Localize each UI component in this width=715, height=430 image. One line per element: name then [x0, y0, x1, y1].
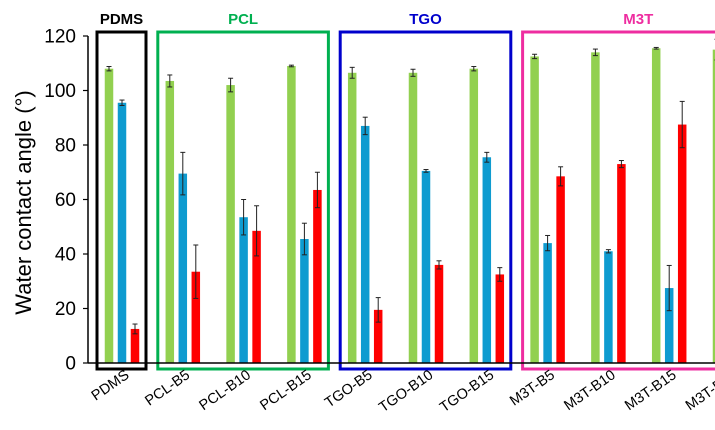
error-bar-s1-tgo-b15: [471, 66, 477, 72]
error-bar-s2-pdms: [119, 99, 125, 106]
x-tick-label: PDMS: [89, 367, 133, 404]
error-bar-s2-tgo-b10: [423, 169, 429, 173]
x-tick-label: PCL-B10: [197, 367, 254, 414]
y-tick-label: 40: [55, 245, 76, 266]
bar-s3-pdms: [130, 328, 140, 363]
bar-s2-tgo-b15: [482, 157, 492, 363]
group-label-pdms: PDMS: [100, 11, 143, 28]
bar-s2-m3t-b15: [664, 288, 674, 363]
x-tick-label: M3T-B20: [683, 367, 715, 414]
bar-s2-tgo-b5: [360, 125, 370, 364]
bar-s3-pcl-b5: [191, 271, 201, 363]
x-tick-label: M3T-B5: [507, 367, 558, 409]
error-bar-s3-pcl-b10: [254, 205, 260, 257]
bar-s2-pcl-b10: [239, 217, 248, 363]
group-box-m3t: [521, 30, 715, 371]
bar-s2-m3t-b5: [543, 243, 552, 363]
x-tick-label: PCL-B15: [257, 367, 314, 414]
y-tick-label: 20: [55, 299, 76, 320]
bar-s2-tgo-b10: [421, 170, 431, 363]
group-box-pcl: [156, 30, 330, 371]
error-bars: [106, 38, 715, 335]
error-bar-s3-m3t-b5: [558, 166, 564, 187]
group-label-pcl: PCL: [228, 11, 258, 28]
bar-s2-pcl-b15: [300, 239, 309, 363]
error-bar-s1-tgo-b5: [349, 66, 355, 79]
bar-s3-pcl-b15: [313, 189, 322, 363]
bar-s1-m3t-b20: [712, 49, 715, 364]
error-bar-s2-m3t-b10: [605, 249, 611, 254]
x-tick-label: M3T-B10: [561, 367, 618, 414]
bars: [104, 48, 715, 364]
y-tick-label: 0: [65, 354, 76, 375]
bar-s1-pcl-b15: [287, 65, 296, 363]
bar-s3-tgo-b15: [495, 274, 505, 363]
error-bar-s1-pcl-b15: [288, 64, 294, 68]
error-bar-s2-pcl-b5: [180, 151, 186, 196]
bar-s3-tgo-b5: [373, 309, 383, 363]
y-tick-label: 80: [55, 136, 76, 157]
bar-s3-m3t-b15: [677, 124, 687, 363]
bar-s2-m3t-b10: [604, 251, 613, 363]
group-box-pdms: [95, 30, 148, 371]
error-bar-s3-pdms: [132, 323, 138, 335]
error-bar-s3-tgo-b10: [436, 260, 442, 270]
x-tick-labels: PDMS PCL-B5 PCL-B10 PCL-B15 TGO-B5 TGO-B10 TGO…: [89, 367, 715, 416]
group-boxes: PDMS PCL TGO M3T: [95, 11, 715, 371]
x-tick-label: PCL-B5: [142, 367, 193, 409]
bar-s2-pcl-b5: [178, 173, 188, 363]
error-bar-s1-pcl-b5: [167, 74, 173, 88]
error-bar-s2-tgo-b15: [484, 151, 490, 163]
group-label-m3t: M3T: [623, 11, 653, 28]
error-bar-s2-pcl-b15: [301, 222, 307, 256]
x-tick-label: TGO-B15: [437, 367, 497, 416]
bar-s1-m3t-b5: [530, 56, 539, 363]
bar-s1-pcl-b5: [165, 80, 175, 364]
bar-s1-m3t-b10: [591, 52, 600, 363]
bar-s1-m3t-b15: [651, 48, 661, 363]
error-bar-s3-tgo-b5: [375, 297, 381, 323]
bar-s1-tgo-b15: [469, 68, 479, 363]
group-box-tgo: [338, 30, 513, 371]
bar-s1-pdms: [104, 68, 114, 363]
error-bar-s1-pcl-b10: [228, 77, 234, 93]
error-bar-s2-m3t-b5: [545, 234, 551, 252]
error-bar-s3-m3t-b15: [679, 100, 685, 149]
error-bar-s1-m3t-b10: [592, 48, 598, 57]
error-bar-s1-m3t-b5: [532, 53, 538, 60]
bar-s1-tgo-b5: [347, 72, 357, 363]
y-tick-labels: 0 20 40 60 80 100 120: [44, 27, 88, 375]
error-bar-s2-pcl-b10: [241, 199, 247, 236]
bar-s3-tgo-b10: [434, 264, 444, 363]
error-bar-s2-tgo-b5: [362, 116, 368, 136]
bar-s3-m3t-b10: [617, 164, 626, 363]
x-tick-label: TGO-B10: [376, 367, 436, 416]
error-bar-s2-m3t-b15: [666, 264, 672, 312]
bar-s1-tgo-b10: [408, 72, 418, 363]
error-bar-s3-pcl-b15: [314, 171, 320, 209]
group-label-tgo: TGO: [409, 11, 442, 28]
error-bar-s3-m3t-b10: [618, 160, 624, 169]
bar-s1-pcl-b10: [226, 85, 235, 364]
bar-s2-pdms: [117, 102, 127, 363]
x-tick-label: TGO-B5: [322, 367, 375, 411]
y-tick-label: 60: [55, 190, 76, 211]
y-tick-label: 120: [44, 27, 76, 48]
y-axis-label: Water contact angle (°): [11, 90, 36, 314]
error-bar-s3-tgo-b15: [497, 267, 503, 282]
bar-s3-m3t-b5: [556, 176, 565, 363]
error-bar-s1-pdms: [106, 66, 112, 72]
error-bar-s1-tgo-b10: [410, 68, 416, 77]
x-tick-label: M3T-B15: [622, 367, 679, 414]
bar-s3-pcl-b10: [252, 230, 261, 363]
error-bar-s3-pcl-b5: [193, 244, 199, 299]
y-tick-label: 100: [44, 81, 76, 102]
error-bar-s1-m3t-b15: [653, 46, 659, 50]
